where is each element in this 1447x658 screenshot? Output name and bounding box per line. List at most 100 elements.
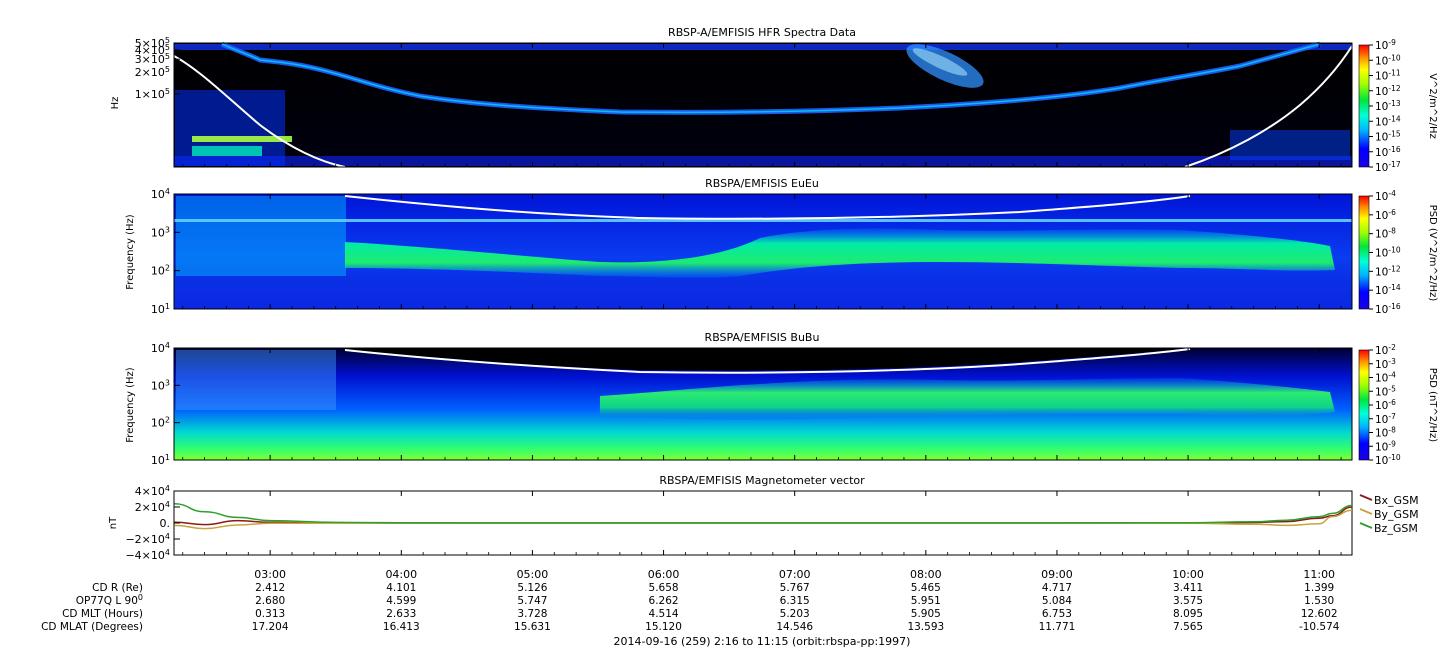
mag-ytick-label: 4×104: [135, 484, 170, 498]
spec-ytick-label: 104: [151, 341, 170, 355]
bu-left-burst: [176, 350, 336, 410]
hfr-ylabel: Hz: [110, 97, 121, 110]
ephemeris-value: 5.126: [517, 582, 547, 594]
hfr-ytick-label: 4×105: [135, 43, 170, 57]
hfr-title: RBSP-A/EMFISIS HFR Spectra Data: [668, 26, 856, 39]
colorbar-tick-label: 10-4: [1375, 189, 1396, 203]
colorbar-tick-label: 10-16: [1375, 145, 1401, 159]
ephemeris-value: 17.204: [252, 621, 289, 633]
ephemeris-value: 3.728: [517, 608, 547, 620]
hfr-right-noise: [1230, 130, 1350, 160]
time-tick-label: 03:00: [254, 568, 286, 581]
colorbar-tick-label: 10-12: [1375, 84, 1401, 98]
mag-ytick-label: 2×104: [135, 500, 170, 514]
eueu-spectrogram-panel: RBSPA/EMFISIS EuEu 104 103 102 101 Frequenc…: [125, 177, 1438, 316]
bu-colorbar: [1358, 349, 1370, 461]
ephemeris-value: 4.717: [1042, 582, 1072, 594]
time-tick-label: 09:00: [1041, 568, 1073, 581]
hfr-ytick-label: 5×105: [135, 36, 170, 50]
eu-left-burst: [176, 196, 346, 276]
colorbar-tick-label: 10-17: [1375, 160, 1401, 174]
magnetometer-panel: RBSPA/EMFISIS Magnetometer vector 4×104 2…: [108, 474, 1419, 562]
colorbar-tick-label: 10-6: [1375, 398, 1396, 412]
colorbar-tick-label: 10-16: [1375, 302, 1401, 316]
ephemeris-row-label: CD MLT (Hours): [62, 608, 143, 620]
bu-black-region: [330, 348, 1190, 371]
eu-colorbar: [1358, 195, 1370, 310]
colorbar-tick-label: 10-12: [1375, 264, 1401, 278]
colorbar-tick-label: 10-3: [1375, 357, 1396, 371]
colorbar-tick-label: 10-10: [1375, 246, 1401, 260]
colorbar-tick-label: 10-9: [1375, 439, 1396, 453]
hfr-plot-area: [174, 43, 1352, 167]
legend-entry: Bz_GSM: [1374, 522, 1418, 535]
bu-plot-frame: [173, 347, 1353, 461]
hfr-spectrogram-panel: RBSP-A/EMFISIS HFR Spectra Data 5×1054×1…: [110, 26, 1438, 174]
ephemeris-value: 1.530: [1304, 595, 1334, 607]
time-tick-label: 04:00: [385, 568, 417, 581]
colorbar-tick-label: 10-13: [1375, 99, 1401, 113]
bu-ylabel: Frequency (Hz): [125, 367, 136, 443]
ephemeris-value: 5.747: [517, 595, 547, 607]
mag-ytick-label: 0.: [160, 517, 171, 530]
colorbar-tick-label: 10-14: [1375, 114, 1401, 128]
eu-emission-band: [345, 228, 1335, 278]
ephemeris-value: 2.412: [255, 582, 285, 594]
ephemeris-value: 5.658: [649, 582, 679, 594]
hfr-gyro-curve-left: [173, 55, 346, 168]
colorbar-tick-label: 10-5: [1375, 384, 1396, 398]
ephemeris-value: 12.602: [1301, 608, 1338, 620]
ephemeris-value: 6.262: [649, 595, 679, 607]
legend-swatch: [1359, 494, 1373, 501]
spec-ytick-label: 101: [151, 453, 170, 467]
ephemeris-row-label: CD MLAT (Degrees): [41, 621, 143, 633]
spec-ytick-label: 104: [151, 187, 170, 201]
colorbar-tick-label: 10-8: [1375, 227, 1396, 241]
hfr-emission-0715-core: [912, 48, 968, 76]
hfr-colorbar: [1358, 44, 1370, 168]
hfr-low-band: [174, 156, 1352, 166]
hfr-intense-left-2: [192, 146, 262, 156]
colorbar-tick-label: 10-14: [1375, 283, 1401, 297]
colorbar-tick-label: 10-4: [1375, 371, 1396, 385]
hfr-upper-band: [174, 44, 1352, 50]
ephemeris-value: 2.680: [255, 595, 285, 607]
hfr-plasma-line-core: [221, 43, 1321, 114]
ephemeris-value: 4.599: [386, 595, 416, 607]
legend-entry: By_GSM: [1374, 508, 1419, 521]
colorbar-tick-label: 10-2: [1375, 343, 1396, 357]
colorbar-tick-label: 10-15: [1375, 130, 1401, 144]
time-tick-label: 11:00: [1303, 568, 1335, 581]
time-tick-label: 06:00: [648, 568, 680, 581]
spec-ytick-label: 103: [151, 225, 170, 239]
spec-ytick-label: 102: [151, 416, 170, 430]
ephemeris-value: 5.951: [911, 595, 941, 607]
ephemeris-value: 5.084: [1042, 595, 1072, 607]
time-tick-label: 05:00: [517, 568, 549, 581]
mag-ylabel: nT: [108, 516, 119, 529]
legend-swatch: [1359, 522, 1373, 529]
mag-series-line-bz_gsm: [174, 503, 1353, 524]
ephemeris-value: 16.413: [383, 621, 420, 633]
footer-time-range: 2014-09-16 (259) 2:16 to 11:15 (orbit:rb…: [614, 635, 911, 648]
spec-ytick-label: 102: [151, 264, 170, 278]
colorbar-tick-label: 10-8: [1375, 426, 1396, 440]
ephemeris-value: 3.411: [1173, 582, 1203, 594]
eu-line-2khz: [174, 219, 1352, 222]
bu-title: RBSPA/EMFISIS BuBu: [705, 331, 820, 344]
ephemeris-value: 1.399: [1304, 582, 1334, 594]
hfr-ytick-label: 3×105: [135, 52, 170, 66]
colorbar-tick-label: 10-9: [1375, 38, 1396, 52]
legend-swatch: [1359, 508, 1373, 515]
ephemeris-value: 5.465: [911, 582, 941, 594]
mag-ytick-label: −2×104: [125, 532, 170, 546]
spec-ytick-label: 101: [151, 302, 170, 316]
time-tick-label: 10:00: [1172, 568, 1204, 581]
spec-ytick-label: 103: [151, 378, 170, 392]
hfr-plot-frame: [173, 42, 1353, 168]
ephemeris-value: 2.633: [386, 608, 416, 620]
ephemeris-value: 5.767: [780, 582, 810, 594]
eu-title: RBSPA/EMFISIS EuEu: [705, 177, 819, 190]
ephemeris-value: 6.753: [1042, 608, 1072, 620]
